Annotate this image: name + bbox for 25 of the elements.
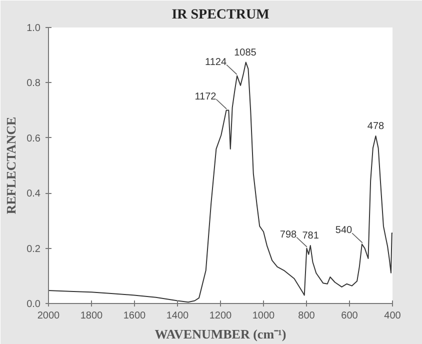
- y-tick-label: 0.0: [26, 299, 41, 310]
- chart-title: IR SPECTRUM: [172, 8, 270, 22]
- x-tick-label: 1000: [252, 310, 276, 322]
- annotation: 1085: [234, 47, 257, 58]
- x-tick-label: 2000: [37, 310, 60, 322]
- x-tick-label: 800: [298, 310, 316, 322]
- x-tick-label: 1200: [209, 310, 232, 322]
- y-axis-title: REFLECTANCE: [4, 116, 19, 214]
- y-tick-label: 0.8: [26, 78, 41, 90]
- y-tick-label: 0.6: [26, 133, 41, 144]
- annotation: 1124: [205, 56, 227, 68]
- annotation: 1172: [194, 91, 217, 102]
- x-tick-label: 1600: [123, 310, 146, 322]
- x-tick-label: 600: [341, 310, 358, 322]
- annotation: 478: [367, 121, 385, 132]
- x-tick-label: 1800: [80, 310, 104, 322]
- y-tick-label: 0.4: [26, 188, 41, 200]
- annotation: 798: [280, 229, 298, 240]
- x-tick-label: 400: [384, 310, 402, 322]
- annotation: 781: [302, 230, 320, 242]
- annotation: 540: [335, 225, 353, 236]
- y-tick-label: 1.0: [26, 23, 41, 34]
- x-axis-title: WAVENUMBER (cm⁻¹): [154, 326, 286, 342]
- y-tick-label: 0.2: [26, 244, 41, 255]
- x-tick-label: 1400: [166, 310, 190, 322]
